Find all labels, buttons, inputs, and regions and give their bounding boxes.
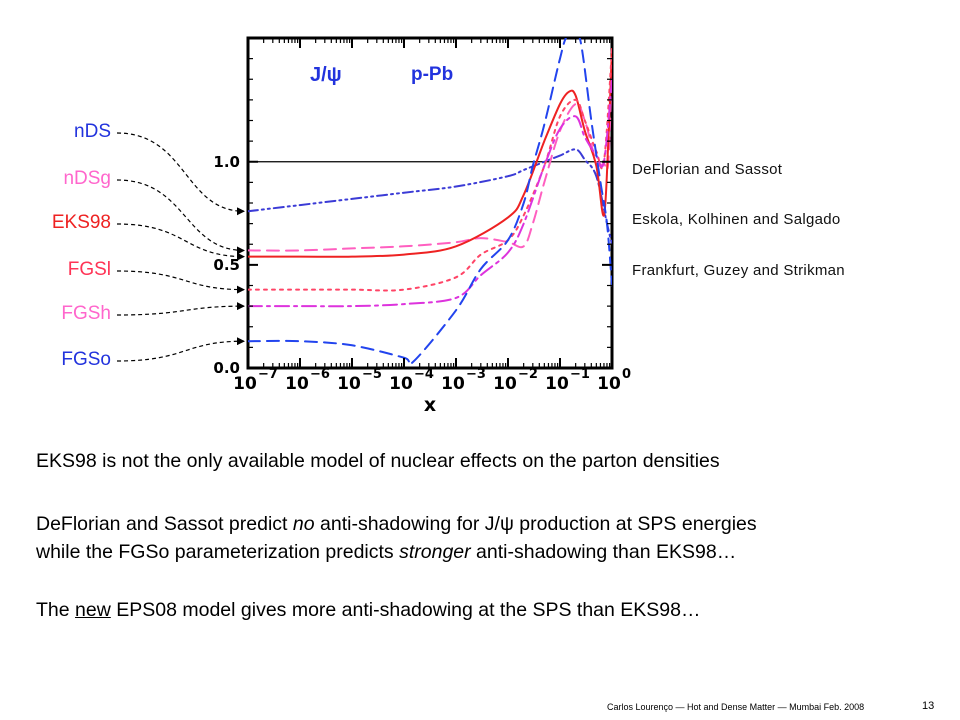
x-tick-label-exponent: 0 xyxy=(622,367,631,382)
x-tick-label-base: 10 xyxy=(493,374,517,394)
legend-leader-eks98 xyxy=(116,223,245,261)
paragraph-2-text-d: anti-shadowing than EKS98… xyxy=(470,541,737,563)
legend-leader-fgsh xyxy=(116,302,245,316)
legend-leader-ndsg xyxy=(116,179,245,255)
side-note-3: Frankfurt, Guzey and Strikman xyxy=(632,262,845,279)
legend-label-fgsh: FGSh xyxy=(61,303,111,324)
x-tick-label-base: 10 xyxy=(545,374,569,394)
footer-credit: Carlos Lourenço — Hot and Dense Matter —… xyxy=(607,702,865,712)
legend-label-ndsg: nDSg xyxy=(63,168,111,189)
chart-label-system: p-Pb xyxy=(411,64,454,85)
paragraph-2-emphasis-no: no xyxy=(292,513,315,535)
paragraph-2-emphasis-stronger: stronger xyxy=(399,541,471,563)
series-line-eks98 xyxy=(248,47,612,258)
paragraph-2-text-a: DeFlorian and Sassot predict xyxy=(36,513,293,535)
x-tick-label-exponent: −2 xyxy=(518,367,538,382)
side-note-2: Eskola, Kolhinen and Salgado xyxy=(632,211,841,228)
x-tick-label-exponent: −6 xyxy=(310,367,330,382)
paragraph-2-text-c: while the FGSo parameterization predicts xyxy=(36,541,400,563)
plot-border xyxy=(246,36,614,370)
tick-group: 10 −7 10 −6 10 −5 10 −4 10 −3 10 −2 10 −1 10 0x0.00.51.… xyxy=(213,38,631,416)
paragraph-2-line-2: while the FGSo parameterization predicts… xyxy=(36,541,736,564)
x-tick-label-base: 10 xyxy=(389,374,413,394)
legend-leaders xyxy=(116,132,245,362)
series-group xyxy=(248,38,612,366)
paragraph-3-text-a: The xyxy=(36,599,76,621)
y-tick-label: 0.5 xyxy=(213,256,240,274)
x-tick-label-exponent: −5 xyxy=(362,367,382,382)
legend-label-nds: nDS xyxy=(74,121,111,142)
x-tick-label-exponent: −7 xyxy=(258,367,278,382)
paragraph-2-line-1: DeFlorian and Sassot predict no anti-sha… xyxy=(36,513,757,536)
paragraph-1: EKS98 is not the only available model of… xyxy=(36,450,720,472)
y-tick-label: 0.0 xyxy=(213,359,240,377)
series-line-fgso xyxy=(248,38,612,366)
x-tick-label-exponent: −4 xyxy=(414,367,434,382)
legend-label-eks98: EKS98 xyxy=(51,212,111,233)
series-line-ndsg xyxy=(248,57,612,252)
x-tick-label-exponent: −3 xyxy=(466,367,486,382)
paragraph-3-underline-new: new xyxy=(75,599,111,621)
x-tick-label-base: 10 xyxy=(285,374,309,394)
series-line-fgsh xyxy=(248,78,612,308)
legend-leader-fgso xyxy=(116,337,245,362)
legend-label-fgso: FGSo xyxy=(61,349,111,370)
x-axis-title: x xyxy=(424,394,436,416)
x-tick-label-base: 10 xyxy=(337,374,361,394)
chart-label-particle: J/ψ xyxy=(310,64,342,86)
paragraph-2-text-b: anti-shadowing for J/ψ production at SPS… xyxy=(314,513,757,535)
x-tick-label-exponent: −1 xyxy=(570,367,590,382)
x-tick-label-base: 10 xyxy=(597,374,621,394)
x-tick-label-base: 10 xyxy=(441,374,465,394)
legend-leader-nds xyxy=(116,132,245,216)
page-number: 13 xyxy=(922,700,935,712)
legend-leader-fgsl xyxy=(116,270,245,294)
series-line-nds xyxy=(248,148,612,246)
paragraph-3-text-b: EPS08 model gives more anti-shadowing at… xyxy=(110,599,701,621)
side-note-1: DeFlorian and Sassot xyxy=(632,161,783,178)
x-tick-label-base: 10 xyxy=(233,374,257,394)
plot-frame xyxy=(246,36,614,370)
legend-label-fgsl: FGSl xyxy=(67,259,111,280)
y-tick-label: 1.0 xyxy=(213,153,240,171)
paragraph-3: The new EPS08 model gives more anti-shad… xyxy=(36,599,700,622)
